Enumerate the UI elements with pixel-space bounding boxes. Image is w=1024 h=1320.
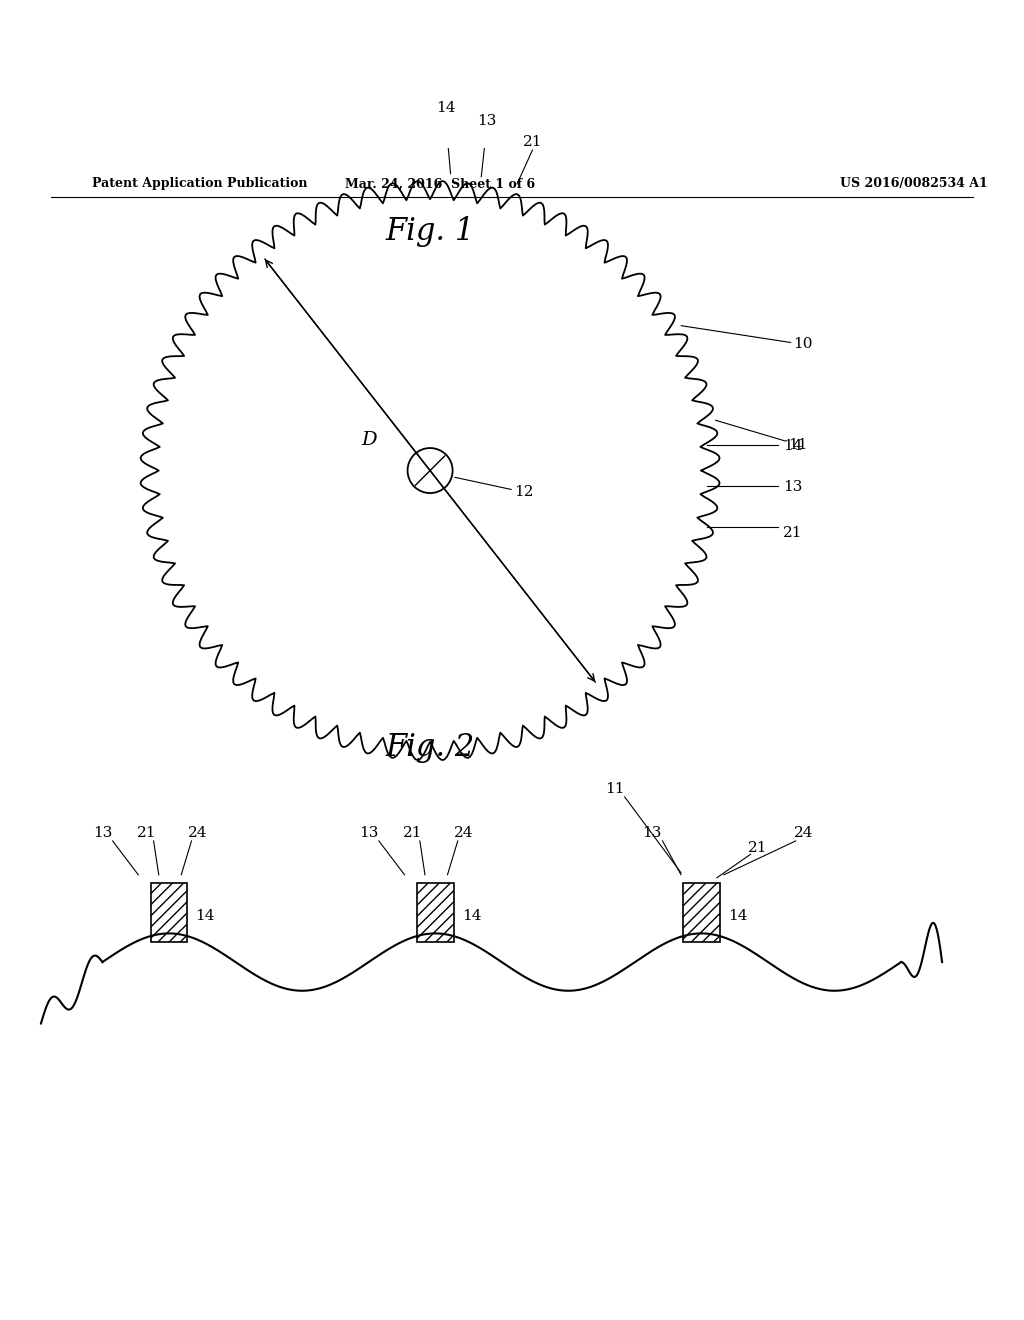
Text: Patent Application Publication: Patent Application Publication [92, 177, 307, 190]
Text: 13: 13 [93, 826, 112, 840]
Text: 11: 11 [716, 420, 808, 451]
Bar [151, 883, 187, 942]
Text: Mar. 24, 2016  Sheet 1 of 6: Mar. 24, 2016 Sheet 1 of 6 [345, 177, 536, 190]
Text: 24: 24 [454, 826, 474, 840]
Text: 14: 14 [435, 102, 456, 115]
Text: 24: 24 [794, 826, 814, 840]
Bar [417, 883, 454, 942]
Text: Fig. 2: Fig. 2 [385, 731, 475, 763]
Text: 14: 14 [462, 908, 481, 923]
Text: 13: 13 [643, 826, 662, 840]
Text: 21: 21 [522, 135, 543, 149]
Text: 10: 10 [681, 326, 813, 351]
Text: 12: 12 [455, 478, 534, 499]
Text: 11: 11 [604, 781, 625, 796]
Bar [683, 883, 720, 942]
Text: 13: 13 [477, 115, 496, 128]
Text: 21: 21 [748, 841, 768, 855]
Text: 14: 14 [196, 908, 215, 923]
Text: 13: 13 [783, 480, 803, 494]
Text: D: D [360, 430, 377, 449]
Text: Fig. 1: Fig. 1 [385, 216, 475, 247]
Text: 14: 14 [783, 440, 803, 453]
Text: 21: 21 [783, 527, 803, 540]
Text: 24: 24 [187, 826, 208, 840]
Text: US 2016/0082534 A1: US 2016/0082534 A1 [840, 177, 987, 190]
Text: 14: 14 [728, 908, 748, 923]
Text: 13: 13 [359, 826, 378, 840]
Text: 21: 21 [136, 826, 157, 840]
Text: 21: 21 [402, 826, 423, 840]
